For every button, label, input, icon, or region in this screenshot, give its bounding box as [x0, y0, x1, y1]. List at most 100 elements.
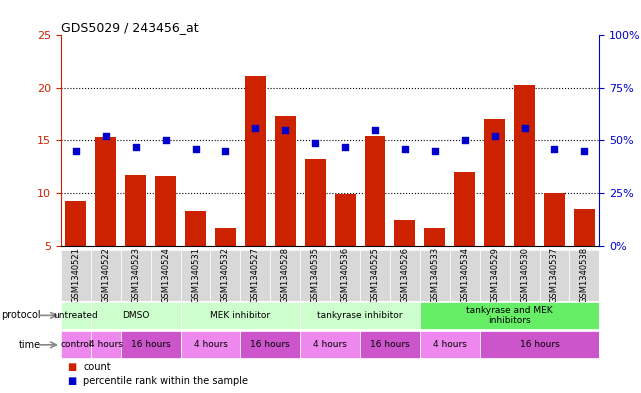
Bar — [61, 302, 91, 329]
Text: protocol: protocol — [1, 310, 40, 320]
Bar — [61, 250, 91, 301]
Bar — [125, 175, 146, 246]
Point — [400, 146, 410, 152]
Bar — [424, 228, 445, 246]
Bar — [514, 85, 535, 246]
Text: ■: ■ — [67, 362, 76, 371]
Text: GSM1340529: GSM1340529 — [490, 247, 499, 303]
Text: GSM1340527: GSM1340527 — [251, 247, 260, 303]
Text: tankyrase and MEK
inhibitors: tankyrase and MEK inhibitors — [466, 306, 553, 325]
Bar — [544, 193, 565, 246]
Bar — [394, 220, 415, 246]
Text: DMSO: DMSO — [122, 311, 149, 320]
Bar — [510, 250, 540, 301]
Text: count: count — [83, 362, 111, 371]
Point — [549, 146, 560, 152]
Bar — [420, 331, 479, 358]
Text: 4 hours: 4 hours — [194, 340, 228, 349]
Bar — [245, 76, 266, 246]
Text: GSM1340533: GSM1340533 — [430, 247, 439, 303]
Point — [340, 144, 350, 150]
Bar — [240, 250, 271, 301]
Bar — [479, 331, 599, 358]
Bar — [450, 250, 479, 301]
Bar — [181, 250, 210, 301]
Point — [160, 137, 171, 143]
Bar — [185, 211, 206, 246]
Text: untreated: untreated — [53, 311, 98, 320]
Bar — [181, 331, 240, 358]
Text: control: control — [60, 340, 92, 349]
Text: MEK inhibitor: MEK inhibitor — [210, 311, 271, 320]
Bar — [65, 202, 87, 246]
Bar — [275, 116, 296, 246]
Text: 16 hours: 16 hours — [251, 340, 290, 349]
Text: 16 hours: 16 hours — [131, 340, 171, 349]
Text: GSM1340523: GSM1340523 — [131, 247, 140, 303]
Bar — [365, 136, 385, 246]
Point — [190, 146, 201, 152]
Bar — [215, 228, 236, 246]
Bar — [569, 250, 599, 301]
Bar — [479, 250, 510, 301]
Bar — [330, 250, 360, 301]
Bar — [335, 194, 356, 246]
Bar — [300, 250, 330, 301]
Point — [280, 127, 290, 133]
Text: GDS5029 / 243456_at: GDS5029 / 243456_at — [61, 21, 199, 34]
Text: GSM1340538: GSM1340538 — [580, 247, 589, 303]
Text: GSM1340537: GSM1340537 — [550, 247, 559, 303]
Bar — [420, 302, 599, 329]
Bar — [360, 250, 390, 301]
Text: ■: ■ — [67, 376, 76, 386]
Bar — [91, 331, 121, 358]
Bar — [121, 250, 151, 301]
Bar — [300, 331, 360, 358]
Bar — [151, 250, 181, 301]
Bar — [574, 209, 595, 246]
Bar — [300, 302, 420, 329]
Text: GSM1340526: GSM1340526 — [401, 247, 410, 303]
Bar — [181, 302, 300, 329]
Point — [490, 133, 500, 140]
Bar — [61, 331, 91, 358]
Text: 4 hours: 4 hours — [433, 340, 467, 349]
Text: GSM1340534: GSM1340534 — [460, 247, 469, 303]
Point — [370, 127, 380, 133]
Text: GSM1340531: GSM1340531 — [191, 247, 200, 303]
Point — [310, 140, 320, 146]
Bar — [304, 160, 326, 246]
Point — [519, 125, 529, 131]
Bar — [540, 250, 569, 301]
Text: GSM1340530: GSM1340530 — [520, 247, 529, 303]
Text: GSM1340535: GSM1340535 — [311, 247, 320, 303]
Text: 4 hours: 4 hours — [89, 340, 122, 349]
Bar — [484, 119, 505, 246]
Bar — [271, 250, 300, 301]
Bar — [454, 172, 475, 246]
Bar — [240, 331, 300, 358]
Text: GSM1340528: GSM1340528 — [281, 247, 290, 303]
Text: GSM1340521: GSM1340521 — [71, 247, 80, 303]
Point — [429, 148, 440, 154]
Bar — [121, 331, 181, 358]
Bar — [360, 331, 420, 358]
Bar — [210, 250, 240, 301]
Text: 16 hours: 16 hours — [520, 340, 560, 349]
Text: GSM1340525: GSM1340525 — [370, 247, 379, 303]
Text: GSM1340536: GSM1340536 — [340, 247, 349, 303]
Bar — [91, 302, 181, 329]
Text: time: time — [19, 340, 40, 350]
Point — [460, 137, 470, 143]
Point — [221, 148, 231, 154]
Text: 4 hours: 4 hours — [313, 340, 347, 349]
Point — [250, 125, 260, 131]
Point — [131, 144, 141, 150]
Bar — [91, 250, 121, 301]
Text: 16 hours: 16 hours — [370, 340, 410, 349]
Text: percentile rank within the sample: percentile rank within the sample — [83, 376, 248, 386]
Point — [579, 148, 590, 154]
Text: GSM1340532: GSM1340532 — [221, 247, 230, 303]
Bar — [390, 250, 420, 301]
Point — [71, 148, 81, 154]
